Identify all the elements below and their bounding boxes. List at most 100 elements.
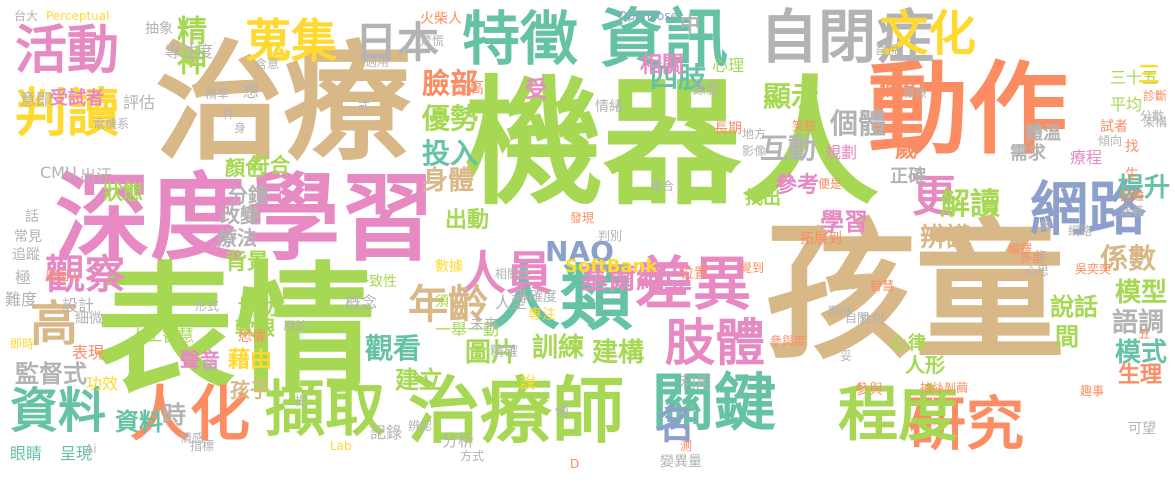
cloud-word: 更 — [912, 171, 956, 222]
cloud-word: 架構 — [1143, 115, 1168, 129]
cloud-word: 歲 — [895, 138, 918, 163]
cloud-word: 用於 — [283, 319, 308, 333]
cloud-word: 準確度 — [515, 289, 557, 305]
cloud-word: 改變 — [220, 203, 260, 227]
cloud-word: 年齡 — [408, 282, 488, 328]
cloud-word: 深度學習 — [55, 164, 436, 274]
cloud-word: 說話 — [1050, 293, 1098, 321]
cloud-word: 一致性 — [355, 274, 397, 290]
cloud-word: 投入 — [422, 137, 479, 170]
cloud-word: 試者 — [1100, 119, 1128, 135]
cloud-word: 功效 — [86, 374, 119, 393]
cloud-word: 心理 — [712, 56, 745, 75]
cloud-word: 辨識 — [920, 223, 973, 253]
cloud-word: 說 — [520, 373, 537, 392]
cloud-word: 一舉一動 — [435, 320, 500, 339]
cloud-word: 個案 — [880, 76, 920, 100]
cloud-word: 恐懼 — [238, 329, 266, 345]
cloud-word: 分數 — [1140, 109, 1165, 123]
cloud-word: 觀察 — [45, 252, 125, 298]
cloud-word: 編譯 — [1008, 242, 1033, 256]
cloud-word: 肢體 — [665, 314, 765, 372]
cloud-word: SoftBank — [565, 256, 658, 277]
cloud-word: 模式 — [1115, 338, 1168, 368]
cloud-word: 表現 — [72, 343, 105, 362]
cloud-word: 驚慌 — [420, 34, 445, 48]
cloud-word: 未來 — [470, 317, 498, 333]
cloud-word: 參考 — [775, 173, 820, 198]
cloud-word: 測 — [680, 439, 693, 453]
cloud-word: 即時 — [10, 337, 35, 351]
cloud-word: 蒐集 — [245, 14, 337, 68]
cloud-word: 人形 — [905, 353, 945, 377]
cloud-word: 錄影 — [692, 82, 720, 98]
cloud-word: 表情 — [95, 250, 376, 413]
cloud-word: 想 — [243, 82, 260, 101]
cloud-word: 適用 — [365, 55, 390, 69]
cloud-word: 變異量 — [660, 454, 702, 470]
cloud-word: 藉由 — [228, 348, 273, 373]
cloud-word: 正確 — [890, 166, 926, 187]
cloud-word: 五 — [1138, 327, 1151, 341]
cloud-word: 特徵 — [462, 5, 579, 73]
cloud-word: 個體 — [830, 107, 887, 140]
cloud-word: 治療 — [155, 29, 412, 178]
cloud-word: 適合 — [650, 179, 675, 193]
cloud-word: 互動 — [760, 132, 817, 165]
cloud-word: 含意 — [255, 57, 280, 71]
cloud-word: Perceptual — [46, 9, 110, 23]
cloud-word: 網路 — [1030, 175, 1147, 243]
cloud-word: 形式 — [195, 299, 220, 313]
cloud-word: 情感 — [180, 431, 205, 445]
cloud-word: 人類 — [488, 256, 633, 340]
cloud-word: 顯示 — [763, 80, 820, 113]
cloud-word: 記錄 — [370, 423, 403, 442]
cloud-word: 眼睛 — [10, 444, 43, 463]
cloud-word: 指標 — [190, 439, 215, 453]
cloud-word: 期待 — [828, 304, 853, 318]
cloud-word: 臉部 — [422, 67, 479, 100]
cloud-word: 背景 — [225, 250, 270, 275]
cloud-word: 中 — [680, 12, 700, 36]
cloud-word: 提升 — [1118, 173, 1171, 203]
cloud-word: 建構 — [592, 338, 645, 368]
cloud-word: 件 — [223, 107, 236, 121]
cloud-word: 吳奕奕 — [1075, 262, 1112, 276]
cloud-word: 分析 — [442, 431, 475, 450]
cloud-word: 診斷 — [1143, 89, 1168, 103]
cloud-word: 分鐘 — [228, 183, 268, 207]
cloud-word: 判別 — [598, 229, 623, 243]
cloud-word: 受 — [525, 78, 548, 103]
cloud-word: 人型 — [495, 293, 528, 312]
cloud-word: 抽絲剝繭 — [920, 381, 969, 395]
cloud-word: 僅 — [555, 404, 569, 420]
cloud-word: 軟銀 — [235, 316, 275, 340]
cloud-word: 參與度 — [770, 334, 807, 348]
cloud-word: 名 — [655, 402, 695, 448]
cloud-word: 細微 — [75, 311, 103, 327]
cloud-word: 追蹤 — [12, 247, 40, 263]
cloud-word: 出汗 — [80, 166, 113, 185]
cloud-word: 數據 — [435, 259, 463, 275]
cloud-word: 困難 — [1120, 189, 1145, 203]
cloud-word: 評估 — [123, 93, 156, 112]
cloud-word: 身體 — [422, 166, 475, 196]
cloud-word: 利用 — [680, 373, 713, 392]
cloud-word: 情緒 — [595, 99, 623, 115]
cloud-word: 心律 — [890, 333, 926, 354]
cloud-word: 動作 — [868, 51, 1068, 168]
cloud-word: 身 — [234, 121, 247, 135]
cloud-word: 顏色 — [225, 156, 265, 180]
cloud-word: 塞爾維亞 — [580, 262, 693, 295]
cloud-word: 資料 — [115, 408, 163, 436]
cloud-word: 專注 — [528, 307, 556, 323]
cloud-word: 研究 — [908, 390, 1025, 458]
cloud-word: 專注度 — [165, 42, 214, 61]
cloud-word: 呈現 — [60, 444, 93, 463]
cloud-word: 人員 — [460, 246, 552, 300]
cloud-word: 語調 — [1112, 308, 1165, 338]
cloud-word: 符合 — [250, 153, 290, 177]
cloud-word: 火柴人 — [420, 11, 462, 27]
cloud-word: 常見 — [14, 229, 42, 245]
